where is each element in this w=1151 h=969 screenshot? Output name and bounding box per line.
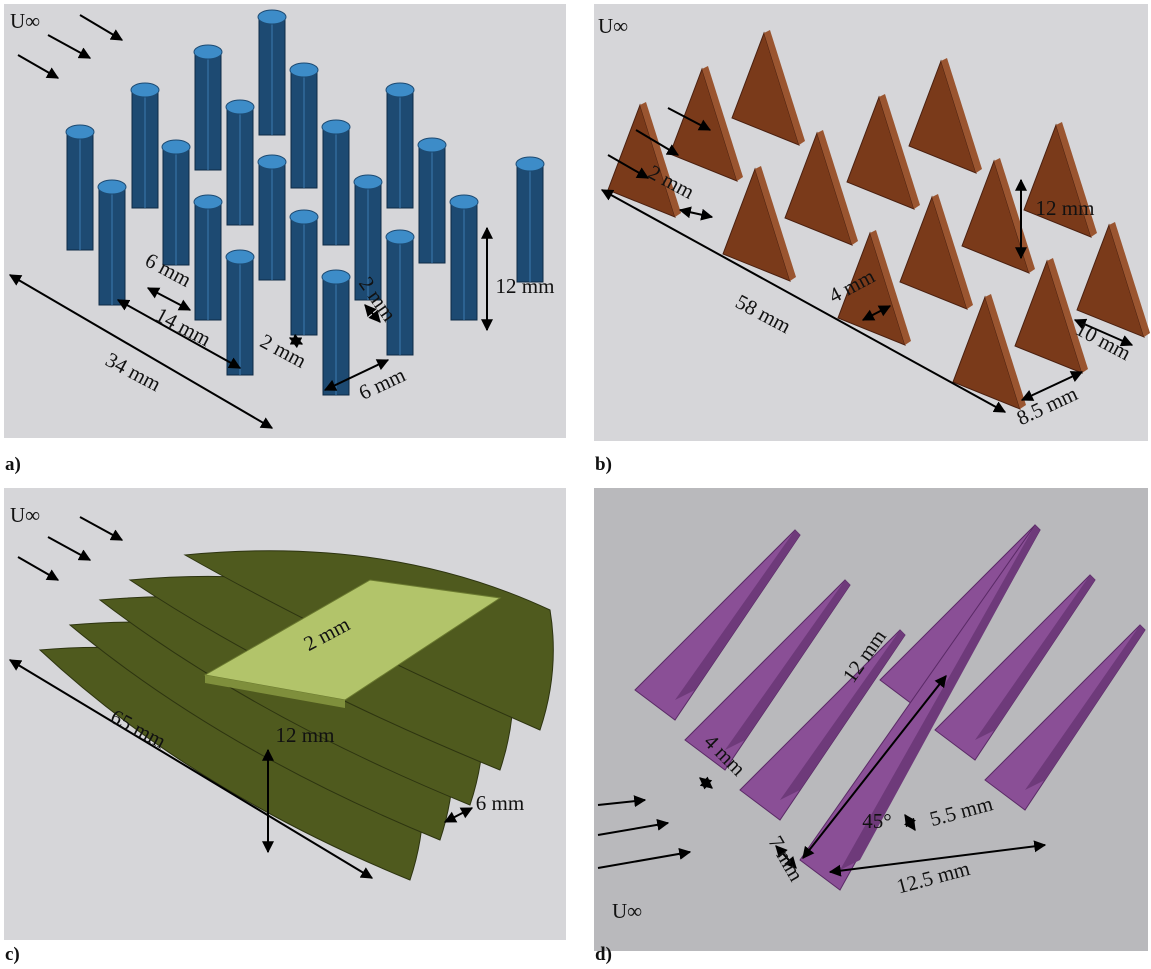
dimension-label: 45° bbox=[862, 809, 891, 833]
dimension-label: 12 mm bbox=[276, 723, 335, 747]
pillar-top bbox=[66, 125, 94, 139]
flow-label: U∞ bbox=[10, 503, 40, 527]
pillar-top bbox=[418, 138, 446, 152]
pillar-top bbox=[290, 210, 318, 224]
dimension-label: 12 mm bbox=[1036, 196, 1095, 220]
dimension-label: 6 mm bbox=[476, 791, 524, 815]
panel-label: d) bbox=[595, 944, 612, 965]
pillar-top bbox=[258, 155, 286, 169]
figure: U∞a)34 mm14 mm6 mm2 mm2 mm6 mm12 mmU∞b)2… bbox=[0, 0, 1151, 969]
pillar-top bbox=[194, 195, 222, 209]
pillar-top bbox=[194, 45, 222, 59]
pillar-top bbox=[386, 230, 414, 244]
flow-label: U∞ bbox=[10, 9, 40, 33]
flow-label: U∞ bbox=[598, 14, 628, 38]
pillar-top bbox=[162, 140, 190, 154]
pillar-top bbox=[386, 83, 414, 97]
pillar-top bbox=[290, 63, 318, 77]
flow-label: U∞ bbox=[612, 899, 642, 923]
pillar-top bbox=[258, 10, 286, 24]
pillar-top bbox=[516, 157, 544, 171]
pillar-top bbox=[354, 175, 382, 189]
pillar-top bbox=[131, 83, 159, 97]
panel-label: a) bbox=[5, 454, 21, 475]
pillar-top bbox=[226, 100, 254, 114]
pillar-top bbox=[450, 195, 478, 209]
panel-label: c) bbox=[5, 944, 20, 965]
pillar-top bbox=[226, 250, 254, 264]
pillar-top bbox=[98, 180, 126, 194]
pillar-top bbox=[322, 120, 350, 134]
pillar-top bbox=[322, 270, 350, 284]
dimension-label: 12 mm bbox=[496, 274, 555, 298]
panel-label: b) bbox=[595, 454, 612, 475]
